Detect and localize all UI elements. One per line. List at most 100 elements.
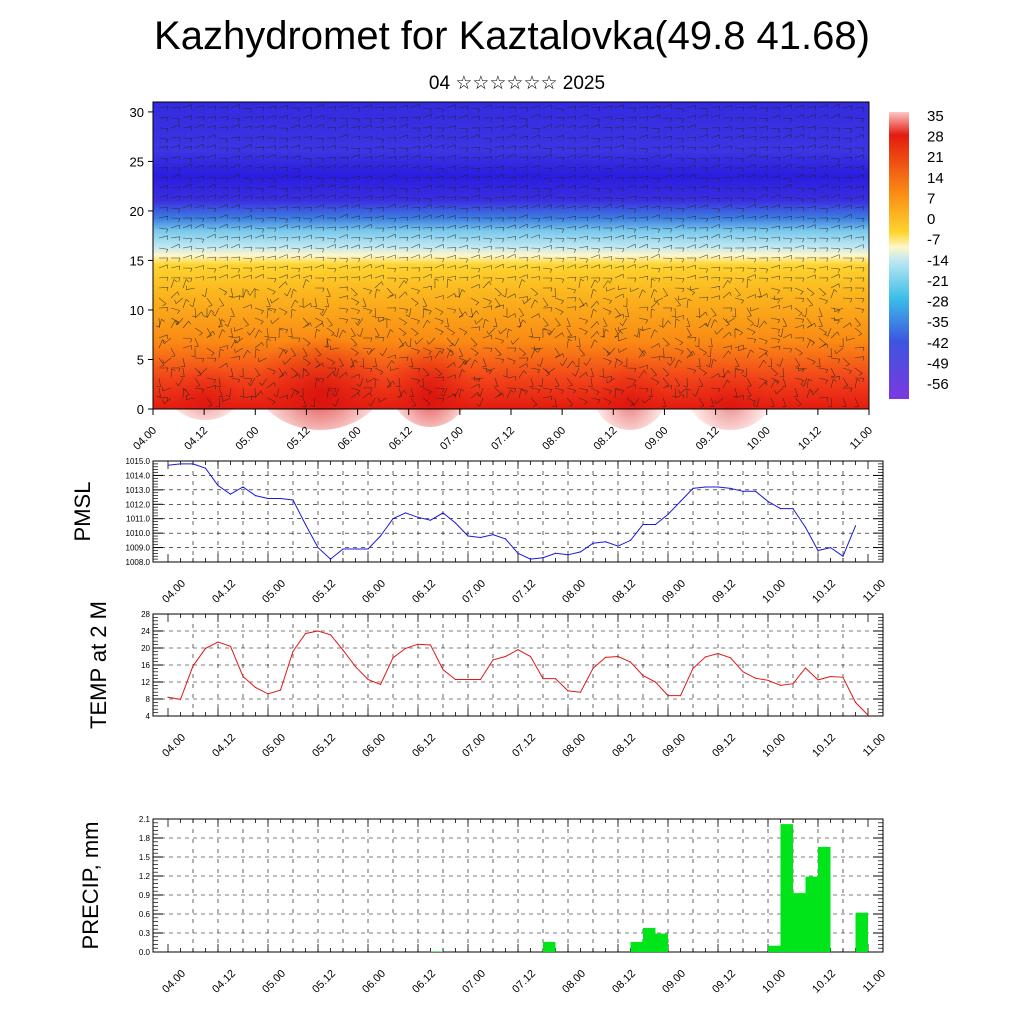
wind-barb: [566, 197, 577, 199]
wind-barb: [710, 207, 720, 210]
wind-barb: [386, 217, 397, 219]
wind-barb-flag: [691, 292, 695, 296]
wind-barb-flag: [747, 278, 752, 281]
wind-barb-flag: [250, 208, 253, 213]
data-point: [329, 634, 332, 636]
wind-barb-flag: [303, 355, 308, 357]
x-tick-label: 10.12: [810, 578, 838, 606]
wind-barb: [182, 357, 186, 367]
wind-barb: [854, 367, 863, 374]
wind-barb: [326, 287, 331, 297]
wind-barb-flag: [562, 197, 565, 202]
wind-barb-flag: [454, 393, 456, 398]
wind-barb: [818, 337, 827, 345]
wind-barb: [758, 381, 766, 389]
wind-barb: [638, 134, 648, 139]
precip-bar: [780, 824, 793, 952]
wind-barb-flag: [444, 326, 449, 328]
wind-barb: [398, 390, 405, 399]
wind-barb-flag: [561, 279, 565, 283]
wind-barb: [746, 317, 755, 324]
data-point: [267, 693, 269, 695]
wind-barb: [290, 374, 300, 379]
wind-barb-flag: [303, 368, 308, 371]
wind-barb: [302, 303, 311, 309]
wind-barb: [542, 216, 552, 219]
wind-barb-flag: [719, 286, 721, 291]
wind-barb: [182, 320, 189, 329]
wind-barb: [734, 237, 745, 239]
wind-barb-flag: [839, 345, 844, 348]
wind-barb: [290, 236, 300, 239]
wind-barb-flag: [631, 402, 635, 406]
wind-barb-flag: [355, 302, 360, 306]
wind-barb: [266, 105, 276, 109]
wind-barb-flag: [430, 248, 433, 253]
wind-barb: [410, 277, 421, 279]
wind-barb-flag: [766, 194, 768, 199]
wind-barb-flag: [490, 117, 493, 122]
wind-barb-flag: [201, 311, 204, 316]
wind-barb-flag: [574, 277, 577, 282]
wind-barb: [494, 174, 504, 179]
wind-barb: [566, 339, 569, 349]
wind-barb: [686, 317, 691, 327]
wind-barb-flag: [790, 118, 793, 123]
data-point: [817, 549, 819, 552]
wind-barb-flag: [382, 187, 385, 192]
wind-barb: [842, 166, 852, 169]
wind-barb: [710, 255, 720, 259]
wind-barb-flag: [862, 257, 865, 263]
wind-barb-flag: [528, 336, 533, 338]
data-point: [567, 554, 569, 556]
wind-barb-flag: [211, 312, 216, 317]
wind-barb-flag: [297, 168, 301, 173]
wind-barb-flag: [514, 388, 517, 393]
wind-barb: [350, 276, 360, 279]
wind-barb: [618, 327, 628, 331]
data-point: [854, 525, 857, 527]
wind-barb-flag: [322, 138, 325, 143]
wind-barb-flag: [538, 313, 540, 318]
data-point: [379, 535, 382, 537]
wind-barb: [302, 322, 311, 329]
wind-barb-flag: [755, 216, 757, 221]
wind-barb: [506, 106, 516, 109]
wind-barb: [314, 329, 317, 339]
wind-barb: [830, 204, 840, 209]
wind-barb-flag: [764, 340, 768, 345]
wind-barb-flag: [729, 332, 732, 337]
wind-barb: [276, 387, 280, 397]
wind-barb-flag: [359, 365, 364, 368]
wind-barb: [242, 155, 252, 159]
wind-barb-flag: [431, 286, 433, 291]
wind-barb: [662, 347, 665, 357]
wind-barb-flag: [670, 186, 673, 191]
wind-barb-flag: [514, 293, 516, 298]
wind-barb: [638, 256, 648, 259]
wind-barb-flag: [501, 340, 504, 344]
wind-barb-flag: [196, 385, 200, 387]
wind-barb: [602, 217, 613, 219]
wind-barb-flag: [442, 156, 445, 161]
wind-barb: [698, 347, 707, 354]
wind-barb: [782, 154, 792, 159]
wind-barb-flag: [298, 197, 301, 202]
wind-barb: [398, 204, 408, 209]
wind-barb-flag: [706, 167, 709, 172]
wind-barb-flag: [322, 363, 324, 368]
wind-barb-flag: [322, 248, 325, 253]
wind-barb-flag: [414, 333, 419, 336]
wind-barb-flag: [526, 196, 529, 201]
wind-barb: [434, 184, 444, 189]
wind-barb: [758, 214, 768, 219]
wind-barb: [626, 207, 636, 210]
wind-barb: [206, 256, 217, 259]
wind-barb-flag: [419, 385, 424, 388]
y-tick-label: 28: [141, 610, 150, 619]
wind-barb-flag: [538, 174, 540, 179]
wind-barb: [230, 307, 235, 317]
wind-barb: [554, 387, 564, 391]
wind-barb: [818, 174, 828, 179]
wind-barb-flag: [587, 246, 589, 251]
